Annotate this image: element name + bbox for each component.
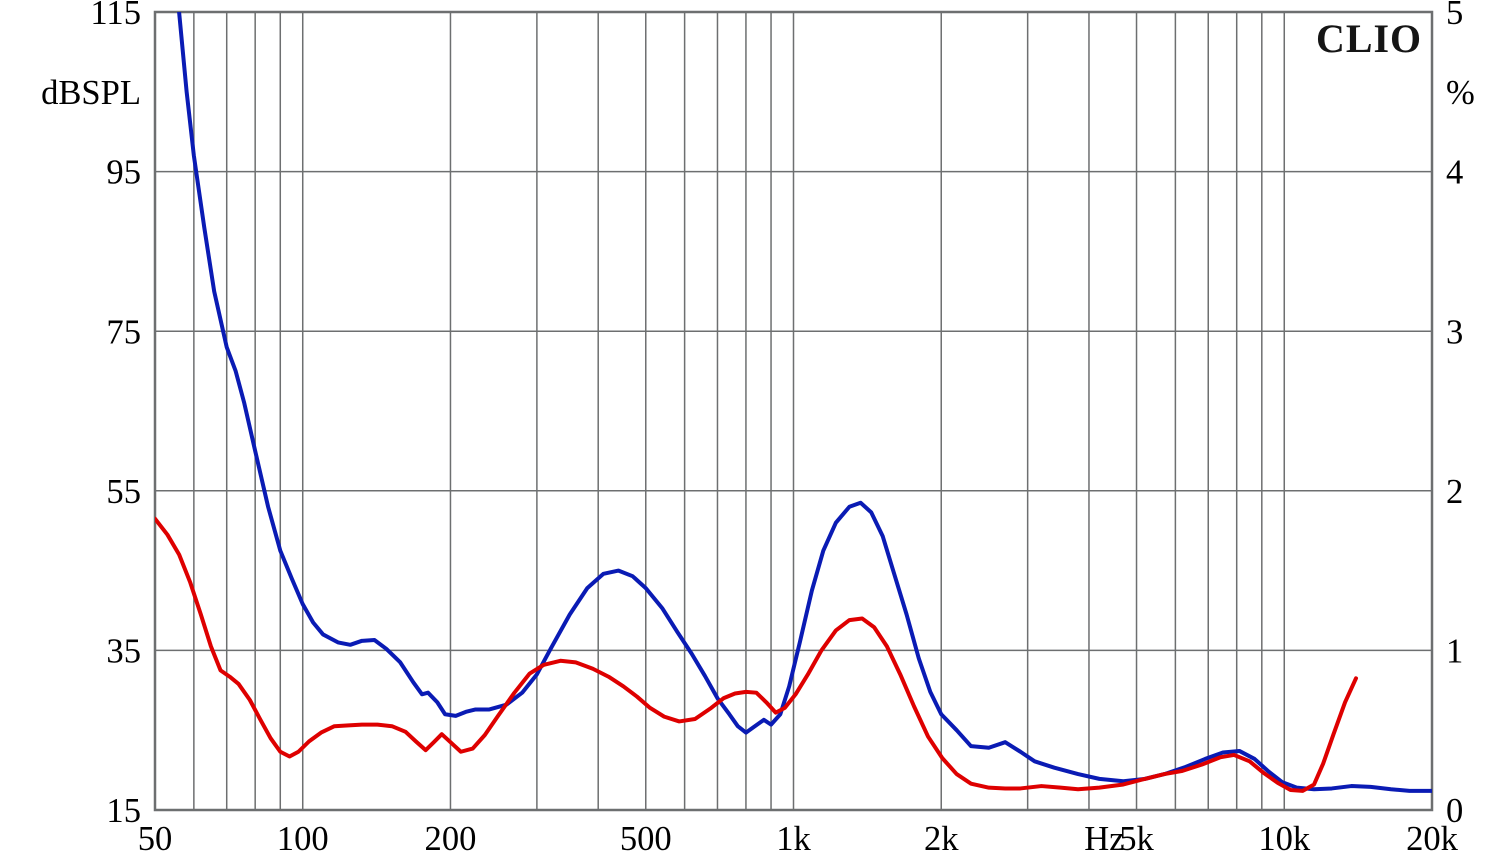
- frequency-response-chart: 501002005001k2kHz5k10k20k1535557595115dB…: [0, 0, 1500, 864]
- x-tick-label: 50: [138, 820, 173, 858]
- y-right-axis-title: %: [1446, 74, 1475, 112]
- y-left-tick-label: 55: [106, 473, 141, 511]
- y-right-tick-label: 5: [1446, 0, 1463, 32]
- y-left-tick-label: 75: [106, 313, 141, 351]
- y-right-tick-label: 1: [1446, 633, 1463, 671]
- brand-watermark: CLIO: [1316, 16, 1422, 61]
- x-tick-label: 5k: [1119, 820, 1154, 858]
- y-right-tick-label: 4: [1446, 154, 1463, 192]
- y-left-tick-label: 15: [106, 792, 141, 830]
- y-left-tick-label: 35: [106, 633, 141, 671]
- y-left-tick-label: 115: [90, 0, 141, 32]
- y-left-tick-label: 95: [106, 154, 141, 192]
- chart-svg: 501002005001k2kHz5k10k20k1535557595115dB…: [0, 0, 1500, 864]
- y-right-tick-label: 2: [1446, 473, 1463, 511]
- x-tick-label: 500: [620, 820, 672, 858]
- y-left-axis-title: dBSPL: [41, 74, 141, 112]
- x-tick-label: 100: [277, 820, 329, 858]
- x-tick-label: 2k: [924, 820, 959, 858]
- y-right-tick-label: 3: [1446, 313, 1463, 351]
- x-tick-label: 200: [425, 820, 477, 858]
- x-tick-label: 1k: [776, 820, 811, 858]
- y-right-tick-label: 0: [1446, 792, 1463, 830]
- x-tick-label: 10k: [1258, 820, 1311, 858]
